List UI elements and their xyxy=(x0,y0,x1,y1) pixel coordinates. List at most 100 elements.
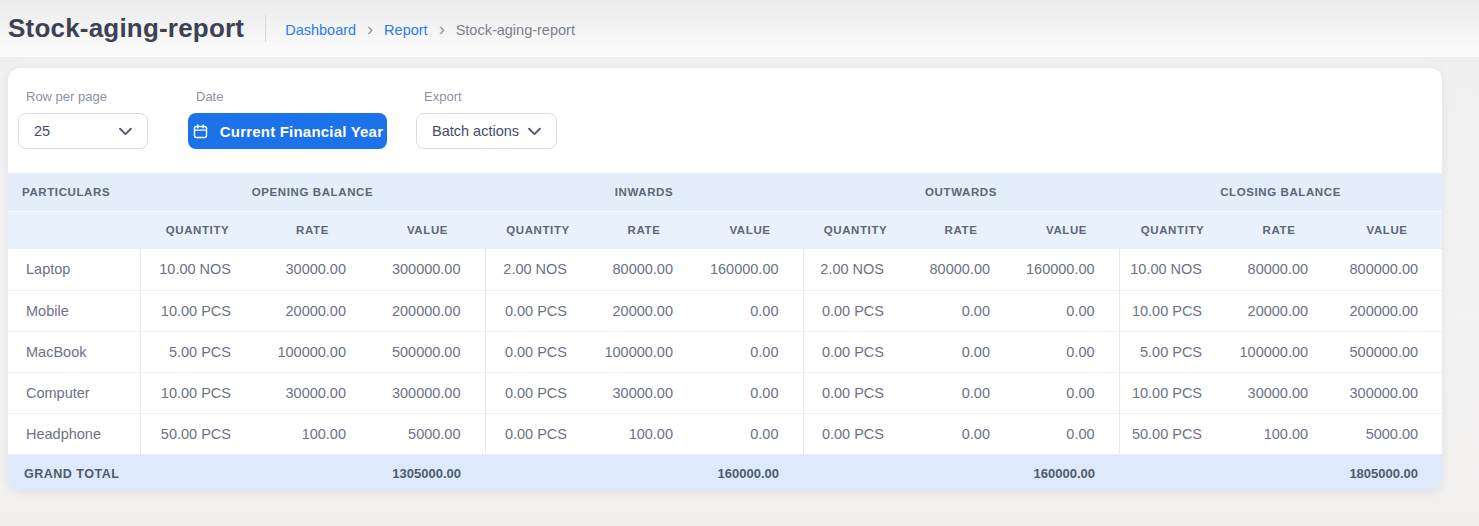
export-value: Batch actions xyxy=(432,123,519,139)
cell-inwards-value: 160000.00 xyxy=(697,249,803,290)
chevron-right-icon: › xyxy=(367,20,373,40)
group-header-opening-balance: OPENING BALANCE xyxy=(140,173,485,211)
table-row: Laptop 10.00 NOS 30000.00 300000.00 2.00… xyxy=(8,249,1442,290)
sub-header-quantity: QUANTITY xyxy=(803,211,908,249)
breadcrumb: Dashboard › Report › Stock-aging-report xyxy=(285,20,575,40)
cell-inwards-value: 0.00 xyxy=(697,290,803,331)
cell-opening-rate: 100.00 xyxy=(255,413,370,454)
cell-closing-quantity: 50.00 PCS xyxy=(1119,413,1226,454)
export-select[interactable]: Batch actions xyxy=(416,113,557,149)
cell-outwards-quantity: 0.00 PCS xyxy=(803,372,908,413)
group-header-outwards: OUTWARDS xyxy=(803,173,1119,211)
col-header-particulars: PARTICULARS xyxy=(8,173,140,211)
grand-total-label: GRAND TOTAL xyxy=(8,454,140,490)
sub-header-quantity: QUANTITY xyxy=(485,211,591,249)
breadcrumb-report[interactable]: Report xyxy=(384,22,428,38)
cell-outwards-rate: 0.00 xyxy=(908,290,1014,331)
cell-outwards-quantity: 0.00 PCS xyxy=(803,290,908,331)
group-header-inwards: INWARDS xyxy=(485,173,803,211)
cell-closing-value: 5000.00 xyxy=(1332,413,1442,454)
filter-toolbar: Row per page 25 Date Curr xyxy=(8,68,1442,149)
cell-particulars: MacBook xyxy=(8,331,140,372)
cell-outwards-rate: 0.00 xyxy=(908,413,1014,454)
cell-closing-quantity: 10.00 NOS xyxy=(1119,249,1226,290)
cell-outwards-quantity: 2.00 NOS xyxy=(803,249,908,290)
cell-opening-value: 300000.00 xyxy=(370,249,485,290)
cell-outwards-rate: 0.00 xyxy=(908,372,1014,413)
row-per-page-group: Row per page 25 xyxy=(18,89,148,149)
cell-opening-quantity: 10.00 PCS xyxy=(140,372,255,413)
sub-header-value: VALUE xyxy=(370,211,485,249)
cell-particulars: Computer xyxy=(8,372,140,413)
chevron-right-icon: › xyxy=(439,20,445,40)
calendar-icon xyxy=(192,123,209,140)
cell-opening-rate: 30000.00 xyxy=(255,249,370,290)
sub-header-rate: RATE xyxy=(255,211,370,249)
cell-opening-rate: 100000.00 xyxy=(255,331,370,372)
cell-outwards-rate: 80000.00 xyxy=(908,249,1014,290)
cell-inwards-quantity: 0.00 PCS xyxy=(485,372,591,413)
date-range-button[interactable]: Current Financial Year xyxy=(188,113,387,149)
cell-closing-rate: 100.00 xyxy=(1226,413,1332,454)
cell-particulars: Headphone xyxy=(8,413,140,454)
cell-inwards-value: 0.00 xyxy=(697,331,803,372)
table-row: Computer 10.00 PCS 30000.00 300000.00 0.… xyxy=(8,372,1442,413)
sub-header-rate: RATE xyxy=(1226,211,1332,249)
cell-closing-value: 800000.00 xyxy=(1332,249,1442,290)
group-header-closing-balance: CLOSING BALANCE xyxy=(1119,173,1442,211)
cell-inwards-quantity: 0.00 PCS xyxy=(485,331,591,372)
cell-outwards-value: 0.00 xyxy=(1014,413,1119,454)
row-per-page-label: Row per page xyxy=(18,89,148,104)
breadcrumb-dashboard[interactable]: Dashboard xyxy=(285,22,356,38)
cell-inwards-quantity: 0.00 PCS xyxy=(485,290,591,331)
cell-closing-value: 200000.00 xyxy=(1332,290,1442,331)
sub-header-value: VALUE xyxy=(1332,211,1442,249)
cell-inwards-rate: 20000.00 xyxy=(591,290,697,331)
row-per-page-value: 25 xyxy=(34,123,50,139)
cell-inwards-rate: 100000.00 xyxy=(591,331,697,372)
export-label: Export xyxy=(416,89,557,104)
cell-opening-rate: 30000.00 xyxy=(255,372,370,413)
cell-opening-value: 500000.00 xyxy=(370,331,485,372)
cell-closing-quantity: 10.00 PCS xyxy=(1119,290,1226,331)
sub-header-rate: RATE xyxy=(591,211,697,249)
table-sub-header-row: QUANTITY RATE VALUE QUANTITY RATE VALUE … xyxy=(8,211,1442,249)
page-header: Stock-aging-report Dashboard › Report › … xyxy=(0,0,1479,57)
cell-outwards-value: 0.00 xyxy=(1014,290,1119,331)
export-group: Export Batch actions xyxy=(416,89,557,149)
table-row: Mobile 10.00 PCS 20000.00 200000.00 0.00… xyxy=(8,290,1442,331)
grand-total-row: GRAND TOTAL 1305000.00 160000.00 160000.… xyxy=(8,454,1442,490)
cell-particulars: Mobile xyxy=(8,290,140,331)
date-group: Date Current Financial Year xyxy=(188,89,387,149)
row-per-page-select[interactable]: 25 xyxy=(18,113,148,149)
chevron-down-icon xyxy=(119,127,132,136)
cell-inwards-value: 0.00 xyxy=(697,372,803,413)
grand-total-inwards-value: 160000.00 xyxy=(485,454,803,490)
cell-closing-rate: 80000.00 xyxy=(1226,249,1332,290)
sub-header-value: VALUE xyxy=(1014,211,1119,249)
cell-inwards-rate: 30000.00 xyxy=(591,372,697,413)
stock-aging-table: PARTICULARS OPENING BALANCE INWARDS OUTW… xyxy=(8,173,1442,490)
cell-inwards-rate: 100.00 xyxy=(591,413,697,454)
table-row: Headphone 50.00 PCS 100.00 5000.00 0.00 … xyxy=(8,413,1442,454)
report-card: Row per page 25 Date Curr xyxy=(8,68,1442,490)
cell-opening-rate: 20000.00 xyxy=(255,290,370,331)
cell-opening-quantity: 5.00 PCS xyxy=(140,331,255,372)
table-group-header-row: PARTICULARS OPENING BALANCE INWARDS OUTW… xyxy=(8,173,1442,211)
sub-header-value: VALUE xyxy=(697,211,803,249)
cell-opening-quantity: 10.00 NOS xyxy=(140,249,255,290)
grand-total-opening-value: 1305000.00 xyxy=(140,454,485,490)
cell-closing-rate: 20000.00 xyxy=(1226,290,1332,331)
stock-aging-table-wrap: PARTICULARS OPENING BALANCE INWARDS OUTW… xyxy=(8,173,1442,490)
cell-opening-quantity: 10.00 PCS xyxy=(140,290,255,331)
date-range-button-label: Current Financial Year xyxy=(220,123,383,140)
cell-outwards-value: 160000.00 xyxy=(1014,249,1119,290)
cell-closing-rate: 30000.00 xyxy=(1226,372,1332,413)
cell-opening-value: 200000.00 xyxy=(370,290,485,331)
cell-opening-quantity: 50.00 PCS xyxy=(140,413,255,454)
sub-header-empty xyxy=(8,211,140,249)
cell-closing-quantity: 5.00 PCS xyxy=(1119,331,1226,372)
cell-outwards-value: 0.00 xyxy=(1014,331,1119,372)
sub-header-quantity: QUANTITY xyxy=(140,211,255,249)
cell-outwards-quantity: 0.00 PCS xyxy=(803,331,908,372)
